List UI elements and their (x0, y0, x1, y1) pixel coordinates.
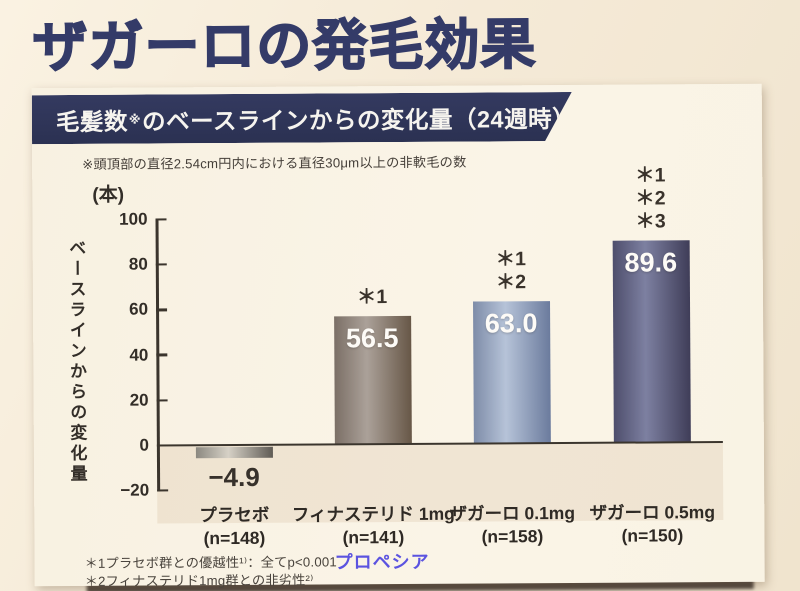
bar-value-label: −4.9 (208, 461, 260, 493)
panel-header-ref-mark: ※ (128, 112, 142, 127)
bar-chart: 100 80 60 40 20 0 −20 −4.9 プラセボ (n=148) 56.5 ＊1 フィナス… (32, 84, 762, 548)
y-axis-unit-label: (本) (92, 184, 125, 206)
bar-value-label: 56.5 (345, 323, 399, 354)
panel-header-band: 毛髪数 ※ のベースラインからの変化量（24週時） (32, 92, 572, 144)
panel-header-text-post: のベースラインからの変化量（24週時） (141, 105, 577, 135)
significance-marks: ＊1 (356, 286, 388, 309)
category-name: ザガーロ 0.5mg (589, 502, 716, 523)
y-axis-title: ベースラインからの変化量 (66, 238, 87, 486)
panel-header-text-pre: 毛髪数 (55, 108, 128, 135)
page-title: ザガーロの発毛効果 (31, 12, 537, 79)
chart-card: 毛髪数 ※ のベースラインからの変化量（24週時） ※頭頂部の直径2.54cm円内に… (31, 83, 765, 589)
significance-marks: ＊1 ＊2 ＊3 (634, 163, 666, 233)
bar-value-label: 89.6 (624, 246, 678, 278)
y-tick-label: 0 (139, 435, 149, 455)
y-tick-label: 80 (128, 254, 148, 274)
y-tick-label: 100 (119, 209, 148, 229)
significance-marks: ＊1 ＊2 (495, 247, 527, 294)
y-tick-label: −20 (120, 480, 150, 500)
bar-value-label: 63.0 (484, 307, 538, 339)
y-tick-label: 40 (129, 345, 149, 365)
footnote-noninferiority: ＊2フィナステリド1mg群との非劣性²⁾ (84, 572, 314, 589)
category-n-count: (n=150) (621, 524, 684, 546)
measurement-note: ※頭頂部の直径2.54cm円内における直径30μm以上の非軟毛の数 (82, 154, 467, 172)
propecia-annotation: プロペシア (334, 551, 430, 573)
y-tick-label: 20 (129, 390, 149, 410)
y-tick-label: 60 (129, 299, 149, 320)
category-label: ザガーロ 0.5mg (n=150) (567, 501, 737, 547)
bar-プラセボ (195, 446, 273, 459)
